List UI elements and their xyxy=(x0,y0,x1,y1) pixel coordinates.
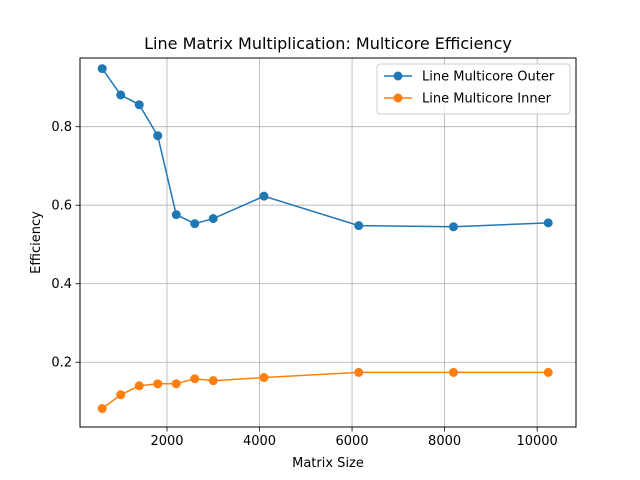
data-point-inner xyxy=(153,379,163,389)
data-point-outer xyxy=(153,131,163,141)
data-point-inner xyxy=(171,379,181,389)
x-tick-label: 10000 xyxy=(516,434,557,449)
legend-marker-inner xyxy=(393,93,403,103)
legend-label-outer: Line Multicore Outer xyxy=(422,70,555,85)
data-point-inner xyxy=(448,367,458,377)
x-tick-label: 6000 xyxy=(336,434,369,449)
grid xyxy=(80,58,576,427)
ticks: 2000 4000 6000 8000 10000 0.2 0.4 0.6 0.8 xyxy=(51,120,558,449)
chart-title: Line Matrix Multiplication: Multicore Ef… xyxy=(144,34,512,53)
data-point-outer xyxy=(448,222,458,232)
data-point-inner xyxy=(116,390,126,400)
x-tick-label: 4000 xyxy=(243,434,276,449)
y-tick-label: 0.6 xyxy=(51,199,72,214)
series-layer xyxy=(97,64,553,414)
data-point-inner xyxy=(190,374,200,384)
y-axis-label: Efficiency xyxy=(29,211,44,274)
legend: Line Multicore Outer Line Multicore Inne… xyxy=(376,63,571,115)
y-tick-label: 0.2 xyxy=(51,356,72,371)
data-point-inner xyxy=(543,367,553,377)
data-point-inner xyxy=(354,367,364,377)
data-point-inner xyxy=(208,376,218,386)
data-point-inner xyxy=(259,373,269,383)
data-point-outer xyxy=(208,214,218,224)
data-point-outer xyxy=(171,210,181,220)
data-point-outer xyxy=(116,90,126,100)
data-point-outer xyxy=(134,100,144,110)
y-tick-label: 0.8 xyxy=(51,120,72,135)
legend-label-inner: Line Multicore Inner xyxy=(422,92,552,107)
data-point-inner xyxy=(134,381,144,391)
data-point-outer xyxy=(259,191,269,201)
plot-area-background xyxy=(80,58,576,427)
data-point-outer xyxy=(543,218,553,228)
x-axis-label: Matrix Size xyxy=(292,456,364,471)
y-tick-label: 0.4 xyxy=(51,277,72,292)
legend-marker-outer xyxy=(393,71,403,81)
legend-box xyxy=(376,63,571,115)
x-tick-label: 8000 xyxy=(428,434,461,449)
x-tick-label: 2000 xyxy=(150,434,183,449)
data-point-outer xyxy=(354,221,364,231)
plot-area-frame xyxy=(79,57,577,428)
data-point-outer xyxy=(190,219,200,229)
data-point-inner xyxy=(97,404,107,414)
data-point-outer xyxy=(97,64,107,74)
